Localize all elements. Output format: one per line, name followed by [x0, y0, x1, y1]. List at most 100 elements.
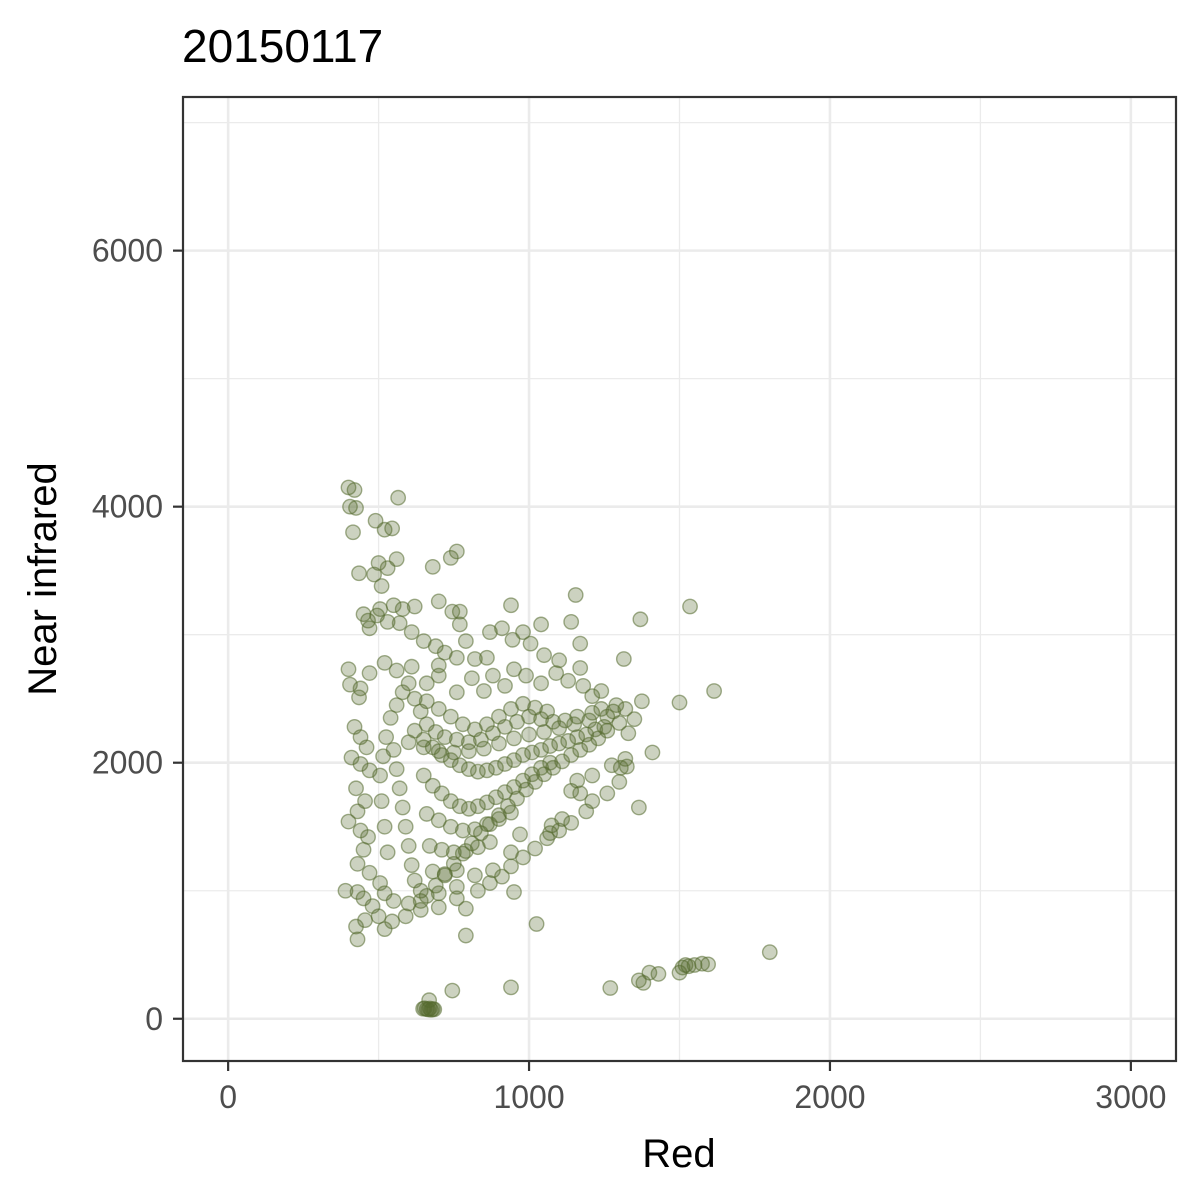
data-point — [563, 782, 580, 799]
data-point — [575, 677, 592, 694]
data-point — [567, 587, 584, 603]
data-point — [348, 780, 364, 797]
data-point — [460, 761, 477, 778]
data-point — [372, 875, 388, 891]
data-point — [451, 616, 468, 633]
data-point — [466, 867, 483, 884]
data-point — [460, 734, 477, 751]
data-point — [700, 956, 716, 973]
data-point — [418, 693, 435, 710]
data-point — [560, 672, 577, 689]
data-point — [503, 858, 519, 875]
data-point — [403, 624, 420, 641]
data-point — [572, 742, 589, 758]
data-point — [603, 757, 620, 774]
data-point — [373, 793, 390, 810]
data-point — [445, 844, 462, 861]
data-point — [543, 817, 560, 834]
data-point — [533, 759, 549, 776]
data-point — [415, 767, 432, 784]
data-point — [599, 785, 616, 802]
data-point — [436, 644, 453, 661]
data-point — [557, 712, 574, 729]
data-point — [358, 739, 375, 756]
data-point — [436, 729, 453, 746]
data-point — [491, 811, 507, 827]
data-point — [536, 647, 552, 664]
data-point — [430, 899, 447, 916]
data-point — [485, 862, 501, 879]
data-point — [351, 565, 367, 582]
data-point — [394, 684, 411, 701]
data-point — [482, 834, 498, 850]
data-point — [415, 739, 432, 756]
data-point — [476, 683, 492, 699]
data-point — [361, 864, 378, 881]
data-point — [412, 882, 429, 899]
data-point — [436, 866, 453, 882]
data-point — [379, 613, 396, 630]
data-point — [671, 694, 688, 711]
data-point — [491, 708, 507, 725]
data-point — [400, 838, 417, 854]
data-point — [460, 743, 477, 760]
data-point — [503, 844, 519, 861]
data-point — [527, 840, 543, 857]
data-point — [406, 690, 423, 707]
data-point — [442, 549, 459, 566]
x-tick-label: 1000 — [493, 1079, 564, 1115]
data-point — [479, 762, 495, 779]
data-point — [569, 729, 586, 746]
data-point — [682, 598, 698, 615]
data-point — [448, 543, 465, 560]
data-point — [536, 724, 552, 740]
data-point — [457, 927, 474, 944]
data-point — [357, 912, 373, 929]
data-point — [593, 683, 610, 699]
data-point — [442, 818, 459, 835]
data-point — [497, 677, 513, 694]
data-point — [375, 748, 392, 765]
data-point — [430, 812, 447, 829]
y-tick-label: 0 — [145, 1001, 163, 1037]
data-point — [457, 843, 474, 859]
data-points — [337, 479, 778, 1018]
data-point — [563, 747, 580, 763]
data-point — [504, 631, 521, 648]
data-point — [533, 616, 549, 633]
data-point — [548, 665, 565, 681]
data-point — [506, 884, 522, 900]
data-point — [479, 716, 495, 733]
data-point — [694, 955, 710, 972]
data-point — [430, 743, 447, 760]
data-point — [482, 624, 498, 641]
data-point — [572, 785, 589, 802]
data-point — [469, 882, 486, 899]
data-point — [503, 597, 519, 614]
data-point — [342, 498, 358, 515]
data-point — [391, 780, 408, 797]
data-point — [476, 740, 492, 757]
data-point — [521, 726, 537, 743]
data-point — [400, 675, 417, 692]
data-point — [602, 980, 619, 996]
data-point — [485, 667, 501, 684]
data-point — [351, 689, 367, 706]
data-point — [632, 611, 649, 628]
data-point — [346, 482, 363, 498]
data-point — [430, 593, 447, 610]
data-point — [448, 890, 465, 907]
data-point — [451, 757, 468, 774]
data-point — [444, 982, 461, 999]
data-point — [378, 729, 395, 746]
data-point — [584, 793, 601, 810]
data-point — [515, 747, 531, 763]
x-axis-title: Red — [642, 1132, 715, 1176]
axis-ticks: 0 1000 2000 3000 0 2000 4000 6000 — [92, 233, 1167, 1115]
data-point — [518, 667, 534, 684]
data-point — [384, 913, 401, 930]
data-point — [612, 759, 629, 776]
data-point — [388, 761, 405, 778]
data-point — [761, 944, 778, 961]
